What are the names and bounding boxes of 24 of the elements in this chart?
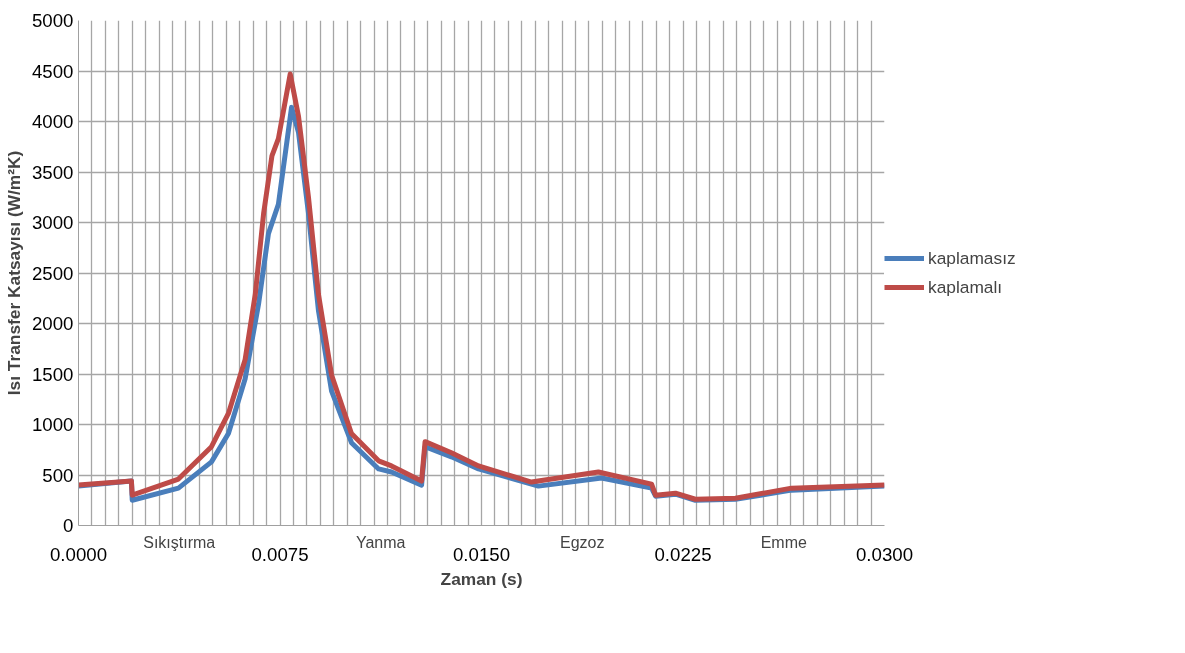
y-tick-label: 500 — [42, 464, 74, 486]
x-tick-label: 0.0150 — [452, 543, 511, 565]
y-tick-label: 5000 — [32, 10, 74, 31]
x-tick-label: 0.0000 — [49, 543, 108, 565]
legend-label: kaplamalı — [928, 276, 1003, 298]
y-tick-label: 2000 — [32, 313, 74, 334]
y-tick-label: 3000 — [32, 212, 74, 233]
text: Yanma — [356, 533, 406, 551]
y-tick-label: 3500 — [32, 161, 74, 183]
y-tick-label: 0 — [63, 515, 74, 536]
text: Egzoz — [560, 533, 605, 551]
x-tick-label: 0.0075 — [251, 543, 309, 565]
y-tick-label: 1000 — [32, 414, 74, 435]
x-axis-title: Zaman (s) — [440, 568, 523, 589]
y-tick-label: 4000 — [32, 111, 74, 132]
x-tick-label: 0.0300 — [855, 543, 914, 565]
y-tick-label: 2500 — [32, 262, 74, 284]
legend-label: kaplamasız — [928, 247, 1016, 269]
y-tick-label: 1500 — [32, 363, 74, 385]
text: Sıkıştırma — [143, 533, 216, 551]
y-tick-label: 4500 — [32, 60, 74, 82]
x-tick-label: 0.0225 — [654, 543, 712, 565]
text: Emme — [760, 533, 807, 551]
y-axis-title: Isı Transfer Katsayısı (W/m²K) — [4, 150, 24, 396]
